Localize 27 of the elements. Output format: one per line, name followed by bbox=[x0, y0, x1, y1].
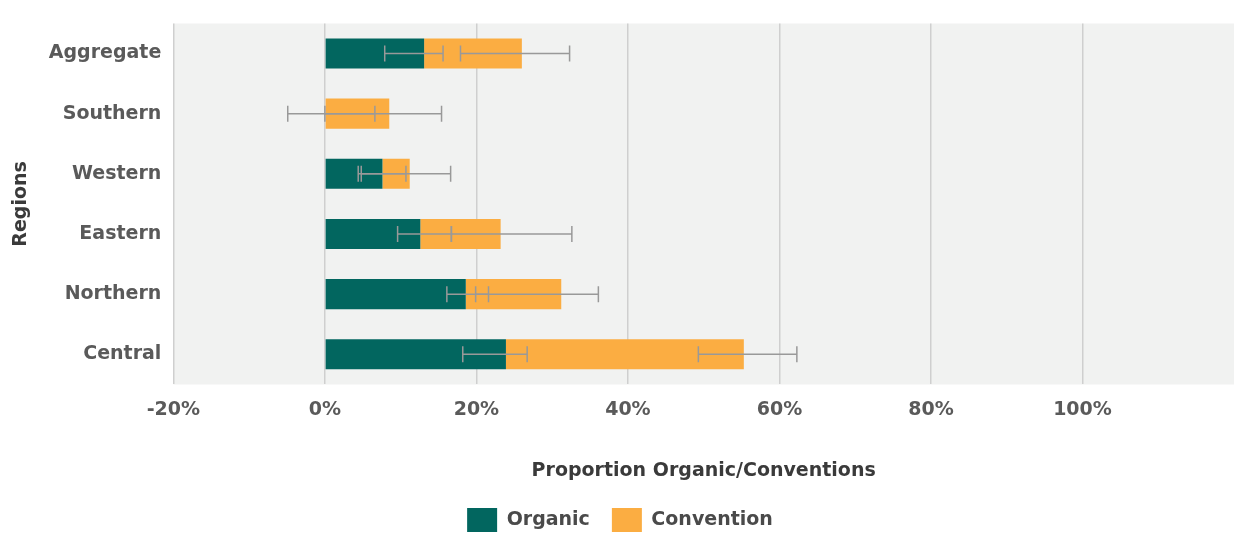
x-tick-label: -20% bbox=[146, 396, 201, 419]
bar bbox=[325, 218, 421, 250]
bar bbox=[465, 279, 562, 310]
bar bbox=[325, 158, 383, 189]
y-axis-title: Regions bbox=[8, 161, 31, 247]
legend-label: Convention bbox=[651, 506, 773, 529]
x-tick-label: 100% bbox=[1053, 396, 1112, 419]
bar bbox=[382, 158, 410, 189]
x-tick-label: 0% bbox=[308, 396, 342, 419]
bar bbox=[325, 279, 466, 310]
x-tick-label: 20% bbox=[453, 396, 500, 419]
legend-label: Organic bbox=[506, 506, 590, 529]
bar bbox=[325, 38, 425, 69]
x-tick-label: 80% bbox=[908, 396, 954, 419]
y-tick-label: Northern bbox=[64, 281, 162, 304]
y-tick-label: Southern bbox=[62, 100, 162, 123]
bar bbox=[505, 339, 744, 370]
bar bbox=[325, 98, 390, 129]
bar bbox=[424, 38, 522, 69]
x-tick-label: 40% bbox=[605, 396, 651, 419]
y-tick-label: Eastern bbox=[79, 220, 162, 243]
y-tick-label: Western bbox=[72, 160, 162, 183]
x-tick-label: 60% bbox=[756, 396, 803, 419]
y-tick-label: Central bbox=[83, 341, 162, 364]
bar bbox=[325, 339, 506, 370]
y-tick-label: Aggregate bbox=[48, 40, 162, 63]
x-axis-title: Proportion Organic/Conventions bbox=[531, 457, 876, 480]
